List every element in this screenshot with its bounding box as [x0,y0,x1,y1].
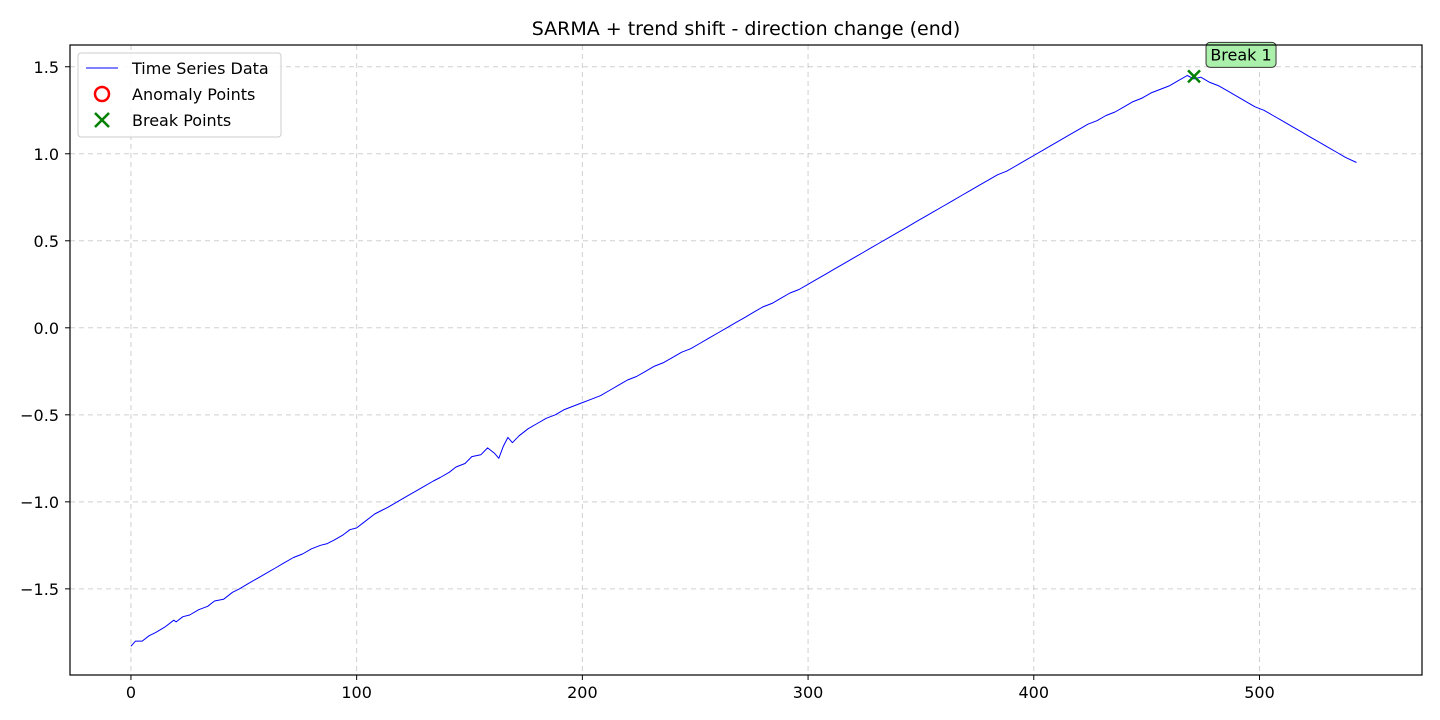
axis-ticks: 0 100 200 300 400 500 −1.5 −1.0 −0.5 0.0 0.5 1.0 1.5 [20,58,1275,702]
legend: Time Series Data Anomaly Points Break Poin… [77,52,282,138]
legend-x-swatch [94,112,110,128]
legend-frame [77,52,282,138]
series-line [130,75,1357,647]
legend-label: Time Series Data [131,59,269,78]
y-tick-label: −1.0 [20,493,59,512]
y-tick-label: −0.5 [20,406,59,425]
y-tick-label: 1.5 [34,58,59,77]
legend-label: Anomaly Points [132,85,255,104]
grid [70,45,1422,675]
x-tick-label: 200 [567,683,598,702]
series-layer [130,75,1357,647]
y-tick-label: 1.0 [34,145,59,164]
break-x-stroke [1187,69,1201,84]
x-tick-label: 300 [793,683,824,702]
break-points: Break 1 [1187,41,1277,84]
break-point-marker [1187,69,1201,84]
x-tick-label: 0 [126,683,136,702]
legend-entry: Time Series Data [86,59,269,78]
plot-area [69,44,1423,676]
legend-entry: Break Points [94,111,231,130]
chart-title: SARMA + trend shift - direction change (… [532,18,961,40]
legend-label: Break Points [132,111,231,130]
annotation-box [1205,41,1277,68]
x-tick-label: 100 [341,683,372,702]
break-annotation: Break 1 [1205,41,1277,68]
y-tick-label: −1.5 [20,580,59,599]
legend-circle-swatch [93,85,111,103]
x-tick-label: 500 [1244,683,1275,702]
x-tick-label: 400 [1019,683,1050,702]
y-tick-label: 0.5 [34,232,59,251]
y-tick-label: 0.0 [34,319,59,338]
break-label: Break 1 [1210,45,1271,64]
legend-entry: Anomaly Points [93,85,255,104]
